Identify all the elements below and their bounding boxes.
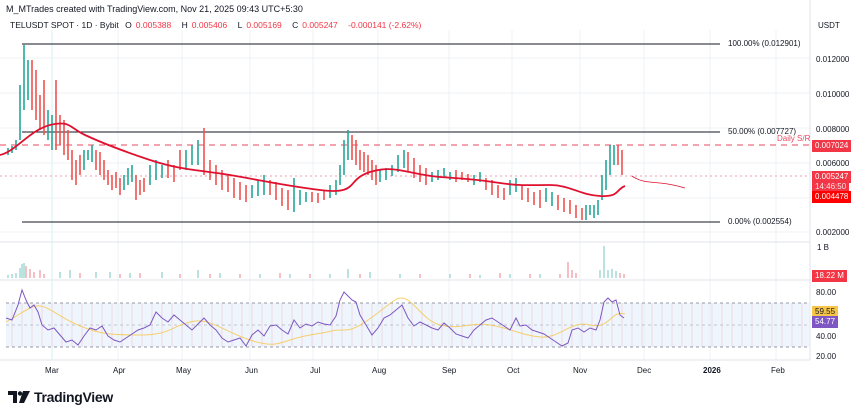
time-label: May (176, 366, 192, 375)
time-label: Feb (771, 366, 785, 375)
time-label: Jul (310, 366, 321, 375)
daily-sr-price-tag: 0.007024 (812, 140, 852, 152)
time-label: Apr (113, 366, 126, 375)
fib-0-label: 0.00% (0.002554) (728, 217, 792, 226)
high-value: 0.005406 (191, 20, 228, 30)
volume-tick: 1 B (817, 243, 830, 252)
volume-tag: 18.22 M (812, 270, 847, 282)
price-tick: 0.002000 (816, 228, 850, 237)
time-label: Nov (573, 366, 588, 375)
time-label: Oct (507, 366, 520, 375)
price-tick: 0.008000 (816, 125, 850, 134)
change-value: -0.000141 (-2.62%) (348, 20, 422, 30)
chart-credit: M_MTrades created with TradingView.com, … (6, 4, 303, 14)
close-value: 0.005247 (302, 20, 338, 30)
tradingview-logo-text: TradingView (34, 389, 113, 405)
open-value: 0.005388 (135, 20, 172, 30)
price-tick: 0.012000 (816, 55, 850, 64)
tradingview-logo-icon (8, 391, 30, 403)
symbol-label[interactable]: TELUSDT SPOT · 1D · Bybit (10, 20, 119, 30)
daily-sr-label: Daily S/R (777, 134, 811, 143)
ohlc-legend: TELUSDT SPOT · 1D · Bybit O 0.005388 H 0.0… (10, 20, 422, 30)
rsi-tick: 40.00 (816, 332, 837, 341)
rsi-tick: 80.00 (816, 288, 837, 297)
time-label: Dec (637, 366, 652, 375)
rsi-tick: 20.00 (816, 352, 837, 361)
fib-50-label: 50.00% (0.007727) (728, 127, 797, 136)
countdown-tag: 14:46:50 (812, 181, 850, 193)
fib-100-label: 100.00% (0.012901) (728, 39, 801, 48)
low-value: 0.005169 (246, 20, 282, 30)
last-price-tag: 0.005247 (812, 171, 852, 183)
time-label: Sep (442, 366, 457, 375)
time-label: Mar (45, 366, 59, 375)
ma-price-tag: 0.004478 (812, 191, 852, 203)
time-label: Jun (245, 366, 258, 375)
time-label: Aug (372, 366, 387, 375)
price-tick: 0.010000 (816, 90, 850, 99)
time-label: 2026 (703, 366, 721, 375)
tradingview-logo[interactable]: TradingView (8, 389, 113, 405)
currency-label: USDT (818, 21, 840, 30)
rsi-tag: 54.77 (812, 316, 839, 328)
price-tick: 0.006000 (816, 159, 850, 168)
rsi-ma-tag: 59.55 (812, 306, 839, 318)
